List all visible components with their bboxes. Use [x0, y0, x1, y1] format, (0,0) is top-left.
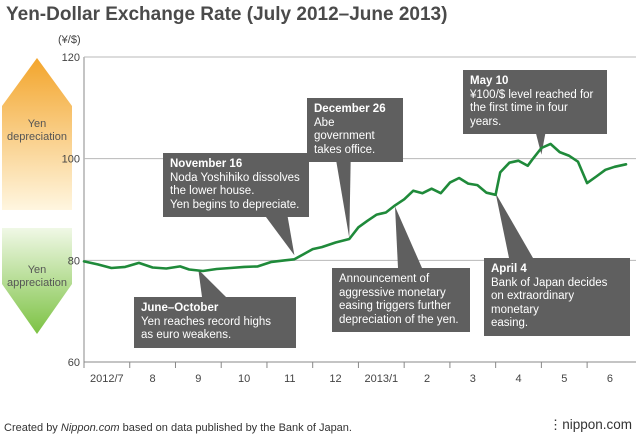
- x-tick-label: 3: [470, 373, 476, 385]
- annotation-pointer: [198, 269, 226, 297]
- x-tick-label: 8: [150, 373, 156, 385]
- source-credit: Created by Nippon.com based on data publ…: [4, 422, 352, 434]
- y-axis-unit: (¥/$): [58, 34, 81, 46]
- x-tick-label: 5: [561, 373, 567, 385]
- annotation-pointer: [495, 193, 533, 258]
- annotation-pointer: [395, 206, 422, 268]
- annotation-november-16: November 16 Noda Yoshihiko dissolves the …: [163, 153, 309, 217]
- x-tick-label: 11: [284, 373, 295, 385]
- brand-logo: ⋮nippon.com: [548, 417, 632, 432]
- x-tick-label: 6: [607, 373, 613, 385]
- yen-depreciation-label: Yen depreciation: [7, 118, 67, 143]
- annotation-monetary-easing: Announcement of aggressive monetary easi…: [332, 268, 470, 332]
- x-tick-label: 4: [515, 373, 521, 385]
- x-tick-label: 2013/1: [364, 373, 398, 385]
- x-tick-label: 2: [424, 373, 430, 385]
- yen-appreciation-label: Yen appreciation: [7, 264, 67, 289]
- chart-title: Yen-Dollar Exchange Rate (July 2012–June…: [6, 4, 448, 25]
- annotation-pointer: [263, 213, 295, 256]
- annotation-pointer: [333, 142, 351, 238]
- yen-depreciation-arrow: [2, 58, 72, 210]
- annotation-may-10: May 10 ¥100/$ level reached for the first…: [463, 70, 607, 134]
- annotation-december-26: December 26 Abe government takes office.: [307, 98, 403, 162]
- x-tick-label: 2012/7: [90, 373, 124, 385]
- annotation-june-october: June–October Yen reaches record highs as …: [134, 297, 296, 348]
- y-tick-label: 80: [68, 255, 80, 267]
- brand-name: nippon.com: [562, 417, 632, 432]
- y-tick-label: 120: [62, 52, 80, 64]
- x-tick-label: 12: [329, 373, 341, 385]
- exchange-rate-line: [82, 142, 628, 273]
- x-tick-label: 10: [238, 373, 250, 385]
- y-tick-label: 60: [68, 357, 80, 369]
- annotation-april-4: April 4 Bank of Japan decides on extraord…: [484, 258, 630, 336]
- y-tick-label: 100: [62, 154, 80, 166]
- yen-appreciation-arrow: [2, 228, 72, 334]
- x-tick-label: 9: [195, 373, 201, 385]
